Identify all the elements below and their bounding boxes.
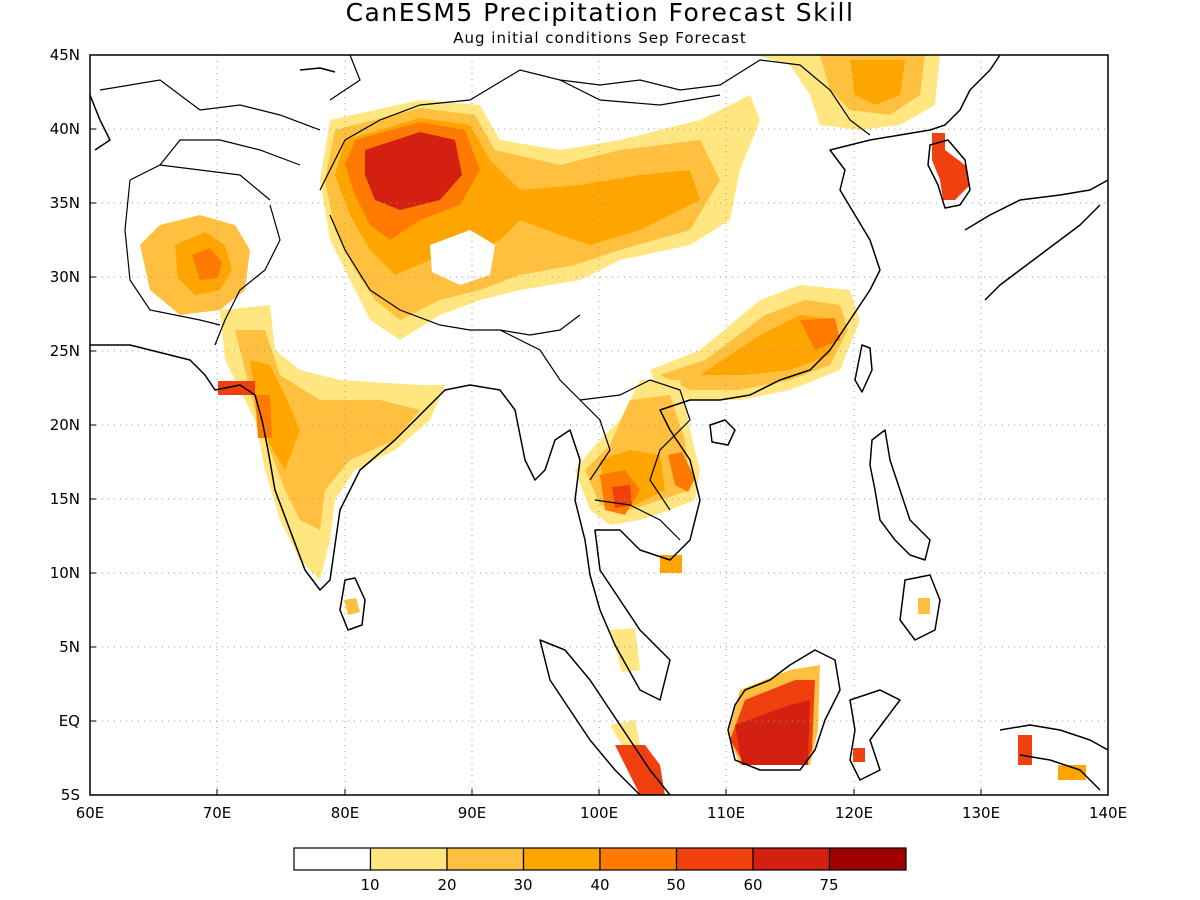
colorbar-label: 30 [513, 876, 532, 894]
skill-region-gujarat [218, 381, 255, 395]
skill-region-sri-lanka [344, 598, 360, 615]
lat-tick-label: 10N [50, 564, 80, 582]
border-mongolia [329, 55, 721, 106]
border-laos-vietnam [579, 379, 691, 511]
colorbar-label: 10 [360, 876, 379, 894]
map-subtitle: Aug initial conditions Sep Forecast [453, 29, 747, 47]
colorbar-label: 75 [819, 876, 838, 894]
coastline-korea [927, 139, 971, 209]
colorbar-swatch [828, 847, 907, 871]
axis-ticks [89, 54, 1109, 796]
skill-region-sumatra-50 [615, 745, 665, 795]
lat-tick-labels: 45N 40N 35N 30N 25N 20N 15N 10N 5N EQ 5S [50, 46, 80, 804]
skill-shading [140, 55, 1086, 795]
lon-tick-label: 100E [580, 804, 618, 822]
coastline-sri-lanka [339, 577, 366, 631]
lat-tick-label: 5S [61, 786, 80, 804]
border-china-north [319, 59, 871, 191]
lon-tick-label: 60E [76, 804, 105, 822]
colorbar-swatch [599, 847, 678, 871]
colorbar-swatch [752, 847, 831, 871]
skill-region-china-east [560, 185, 660, 235]
skill-region-sulawesi [853, 748, 865, 762]
colorbar-label: 50 [666, 876, 685, 894]
border-himalaya [329, 214, 581, 336]
coastline-borneo [727, 649, 841, 771]
skill-region-mekong [660, 555, 682, 573]
lat-tick-label: 15N [50, 490, 80, 508]
lon-tick-labels: 60E 70E 80E 90E 100E 110E 120E 130E 140E [76, 804, 1127, 822]
border-afghanistan [124, 164, 271, 326]
colorbar-label: 20 [437, 876, 456, 894]
colorbar-label: 60 [743, 876, 762, 894]
coastline-philippines [869, 429, 941, 641]
lon-tick-label: 120E [835, 804, 873, 822]
map-title: CanESM5 Precipitation Forecast Skill [345, 0, 855, 27]
colorbar-swatch [293, 847, 372, 871]
coastline-caspian [90, 94, 111, 151]
border-thailand-cambodia [594, 499, 681, 541]
lon-tick-label: 130E [962, 804, 1000, 822]
coastline-taiwan [854, 344, 873, 393]
skill-region-korea [932, 133, 970, 200]
colorbar-label: 40 [590, 876, 609, 894]
colorbar-swatch [369, 847, 448, 871]
skill-region-vietnam [668, 452, 695, 492]
skill-region-borneo-60 [735, 700, 810, 765]
lon-tick-label: 110E [707, 804, 745, 822]
lon-tick-label: 70E [203, 804, 232, 822]
skill-region-afghanistan-40 [192, 248, 222, 280]
coastline-hainan [709, 419, 736, 446]
lat-tick-label: EQ [59, 712, 80, 730]
skill-region-mindanao [918, 598, 930, 614]
lat-tick-label: 25N [50, 342, 80, 360]
skill-region-new-guinea [1018, 735, 1032, 765]
lat-tick-label: 30N [50, 268, 80, 286]
skill-region-south-china-40 [800, 318, 840, 350]
lat-tick-label: 5N [59, 638, 80, 656]
skill-region-india-20 [235, 330, 420, 530]
lat-tick-label: 45N [50, 46, 80, 64]
skill-region-ne-china-30 [850, 60, 905, 105]
coastline-sulawesi [849, 689, 901, 781]
border-central-asia [99, 79, 321, 166]
skill-region-india-40 [255, 395, 272, 438]
colorbar-swatch [446, 847, 525, 871]
border-pakistan-india [214, 204, 281, 346]
skill-hole-tibet [430, 230, 495, 285]
lat-tick-label: 20N [50, 416, 80, 434]
coastline-new-guinea [999, 724, 1108, 791]
skill-region-papua [1058, 765, 1086, 780]
lat-tick-label: 40N [50, 120, 80, 138]
lon-tick-label: 80E [331, 804, 360, 822]
coastlines [90, 55, 1108, 795]
colorbar: 10 20 30 40 50 60 75 [293, 847, 907, 894]
colorbar-swatch [675, 847, 754, 871]
country-borders [99, 55, 871, 541]
coastline-balkhash [299, 67, 336, 73]
lon-tick-label: 90E [458, 804, 487, 822]
lon-tick-label: 140E [1089, 804, 1127, 822]
skill-region-indochina-50 [612, 485, 632, 508]
coastline-mainland [90, 55, 1001, 701]
skill-region-tibet-50 [365, 132, 462, 210]
coastline-sumatra [539, 639, 671, 795]
skill-region-malaya [610, 628, 640, 672]
colorbar-swatch [522, 847, 601, 871]
skill-region-india-30 [250, 360, 300, 470]
skill-region-south-china-30 [700, 315, 835, 375]
coastline-japan [964, 179, 1108, 301]
lat-tick-label: 35N [50, 194, 80, 212]
